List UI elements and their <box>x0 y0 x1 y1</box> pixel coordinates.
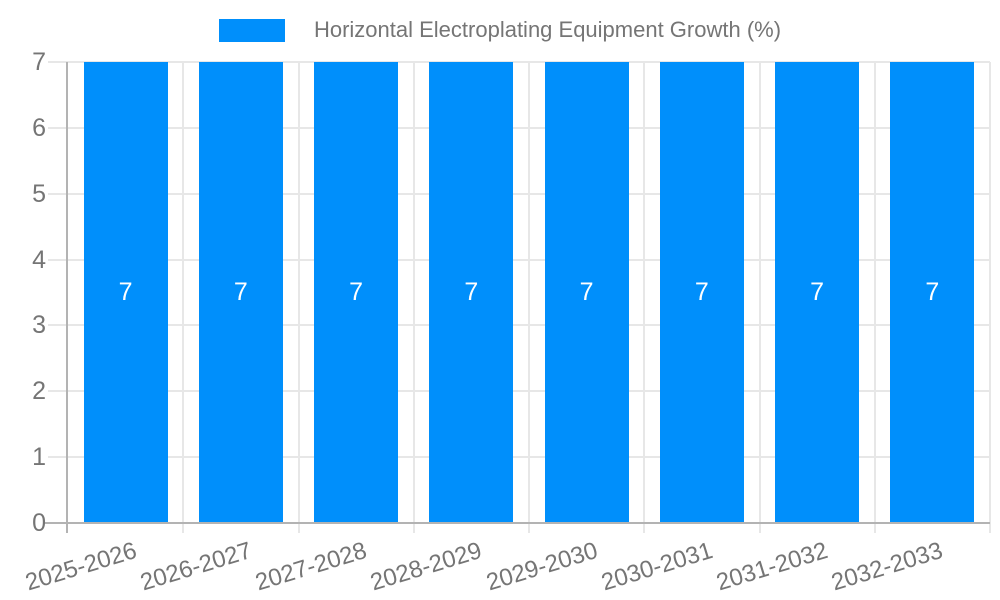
bar-value-label: 7 <box>810 278 825 306</box>
bar-value-label: 7 <box>233 278 248 306</box>
bar-value-label: 7 <box>579 278 594 306</box>
gridline-horizontal <box>48 126 990 129</box>
legend-item[interactable]: Horizontal Electroplating Equipment Grow… <box>0 17 1000 43</box>
y-tick-label: 7 <box>32 48 46 76</box>
bar[interactable]: 7 <box>659 62 744 523</box>
gridline-vertical <box>758 62 761 533</box>
gridline-horizontal <box>48 324 990 327</box>
gridline-vertical <box>182 62 185 533</box>
bar-value-label: 7 <box>925 278 940 306</box>
gridline-vertical <box>643 62 646 533</box>
bar-value-label: 7 <box>118 278 133 306</box>
bar[interactable]: 7 <box>198 62 283 523</box>
y-axis-line <box>66 62 68 533</box>
y-tick-label: 2 <box>32 377 46 406</box>
gridline-horizontal <box>48 258 990 261</box>
bar[interactable]: 7 <box>83 62 168 523</box>
gridline-vertical <box>528 62 530 533</box>
legend-swatch <box>218 18 285 42</box>
gridline-horizontal <box>48 192 990 195</box>
y-tick-label: 4 <box>32 245 46 274</box>
gridline-vertical <box>989 62 991 533</box>
y-tick-label: 0 <box>32 509 46 537</box>
gridline-vertical <box>297 62 300 533</box>
bar-value-label: 7 <box>349 278 364 306</box>
gridline-horizontal <box>48 456 990 459</box>
bar-value-label: 7 <box>694 278 709 306</box>
bar[interactable]: 7 <box>314 62 399 523</box>
bar[interactable]: 7 <box>544 62 629 523</box>
bar[interactable]: 7 <box>775 62 860 523</box>
plot-area: 7 7 7 7 7 7 7 7 <box>44 61 991 533</box>
y-tick-label: 6 <box>32 113 46 142</box>
bar[interactable]: 7 <box>890 62 975 523</box>
legend-label: Horizontal Electroplating Equipment Grow… <box>313 17 782 42</box>
y-tick-label: 3 <box>32 311 46 340</box>
y-tick-label: 5 <box>32 179 46 208</box>
gridline-horizontal <box>48 390 990 393</box>
bar[interactable]: 7 <box>429 62 514 523</box>
bar-value-label: 7 <box>464 278 479 306</box>
gridline-horizontal <box>48 61 990 63</box>
gridline-vertical <box>873 62 876 533</box>
gridline-vertical <box>412 62 415 533</box>
x-axis-line <box>44 522 990 524</box>
y-tick-label: 1 <box>32 443 46 472</box>
